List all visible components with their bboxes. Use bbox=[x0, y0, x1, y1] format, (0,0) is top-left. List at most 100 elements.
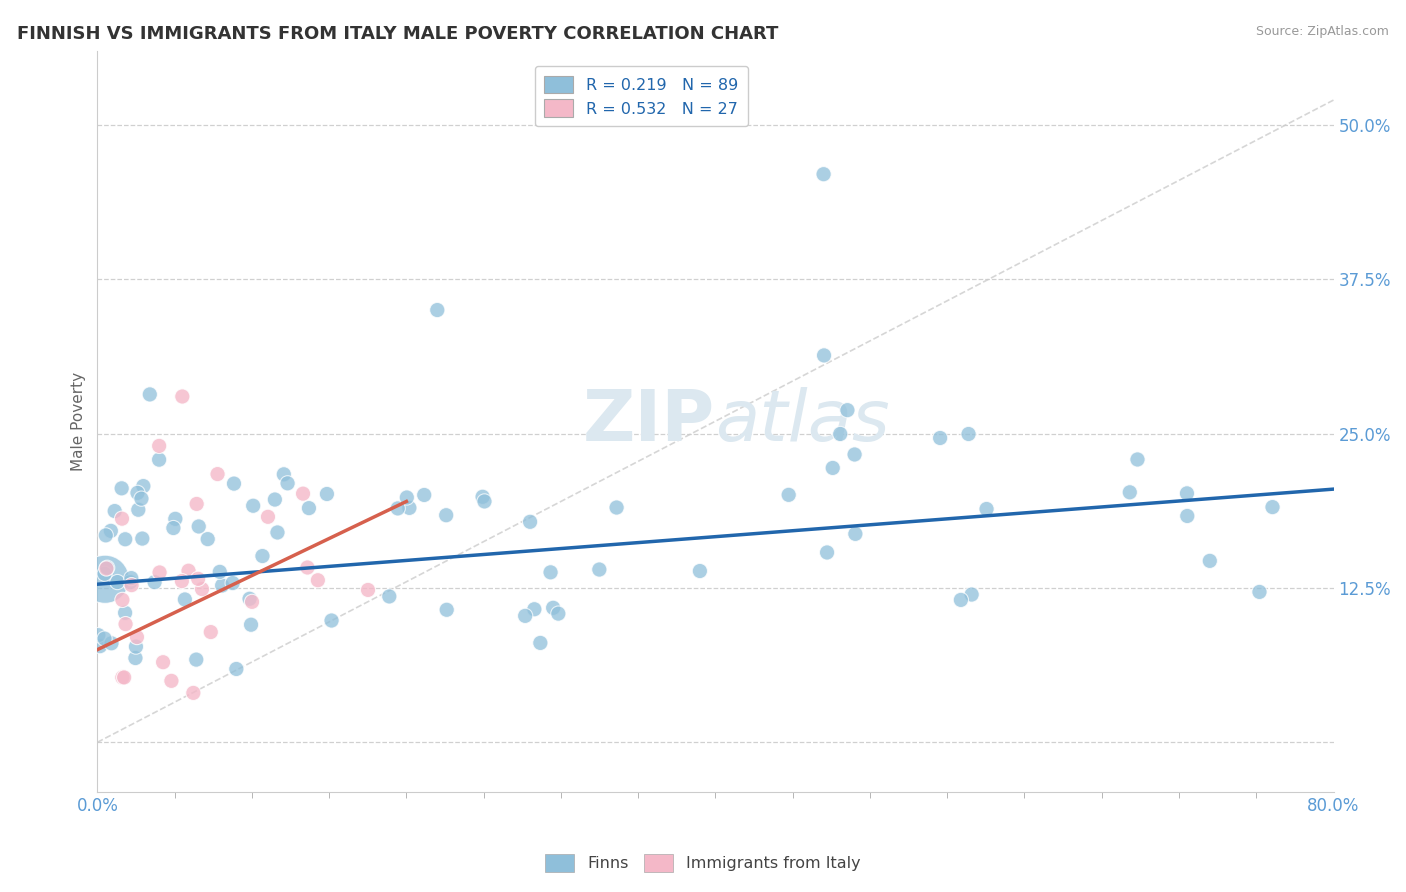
Point bbox=[957, 427, 980, 442]
Point bbox=[186, 652, 208, 666]
Point bbox=[121, 578, 143, 592]
Point bbox=[1175, 486, 1198, 500]
Point bbox=[378, 590, 401, 604]
Point bbox=[87, 628, 110, 642]
Point bbox=[541, 600, 564, 615]
Point bbox=[316, 487, 339, 501]
Point bbox=[606, 500, 628, 515]
Point bbox=[929, 431, 952, 445]
Point bbox=[148, 452, 170, 467]
Point bbox=[529, 636, 551, 650]
Y-axis label: Male Poverty: Male Poverty bbox=[72, 372, 86, 471]
Point bbox=[114, 606, 136, 620]
Point bbox=[1261, 500, 1284, 514]
Point bbox=[523, 602, 546, 616]
Point bbox=[844, 527, 866, 541]
Point bbox=[588, 562, 610, 576]
Point bbox=[183, 686, 205, 700]
Point bbox=[266, 525, 288, 540]
Point bbox=[127, 502, 149, 516]
Point bbox=[976, 502, 998, 516]
Point bbox=[813, 348, 835, 362]
Point bbox=[104, 504, 127, 518]
Point bbox=[519, 515, 541, 529]
Point bbox=[471, 490, 494, 504]
Point bbox=[207, 467, 229, 481]
Point bbox=[1119, 485, 1142, 500]
Point bbox=[120, 571, 142, 585]
Point bbox=[112, 670, 135, 684]
Point bbox=[191, 582, 214, 596]
Point bbox=[114, 533, 136, 547]
Point bbox=[547, 607, 569, 621]
Point bbox=[120, 575, 142, 590]
Point bbox=[94, 528, 117, 542]
Point bbox=[160, 673, 183, 688]
Point bbox=[148, 439, 170, 453]
Text: atlas: atlas bbox=[716, 387, 890, 456]
Text: FINNISH VS IMMIGRANTS FROM ITALY MALE POVERTY CORRELATION CHART: FINNISH VS IMMIGRANTS FROM ITALY MALE PO… bbox=[17, 25, 779, 43]
Point bbox=[162, 521, 184, 535]
Point bbox=[186, 497, 208, 511]
Point bbox=[277, 476, 299, 491]
Point bbox=[96, 561, 118, 575]
Text: Source: ZipAtlas.com: Source: ZipAtlas.com bbox=[1256, 25, 1389, 38]
Point bbox=[257, 509, 280, 524]
Point bbox=[815, 545, 838, 559]
Point bbox=[100, 636, 122, 650]
Point bbox=[111, 511, 134, 525]
Point bbox=[395, 491, 418, 505]
Point bbox=[131, 532, 153, 546]
Point bbox=[100, 524, 122, 538]
Point bbox=[125, 640, 148, 654]
Point bbox=[298, 501, 321, 516]
Point bbox=[152, 655, 174, 669]
Point bbox=[131, 491, 153, 506]
Point bbox=[143, 575, 166, 590]
Legend: Finns, Immigrants from Italy: Finns, Immigrants from Italy bbox=[538, 848, 868, 878]
Point bbox=[96, 561, 118, 575]
Point bbox=[200, 625, 222, 640]
Point bbox=[139, 387, 162, 401]
Point bbox=[844, 448, 866, 462]
Point bbox=[830, 427, 852, 442]
Point bbox=[240, 595, 263, 609]
Point bbox=[187, 572, 209, 586]
Point bbox=[165, 512, 187, 526]
Point bbox=[125, 630, 148, 644]
Point bbox=[177, 564, 200, 578]
Point bbox=[413, 488, 436, 502]
Point bbox=[93, 566, 115, 581]
Point bbox=[515, 608, 537, 623]
Point bbox=[540, 566, 562, 580]
Point bbox=[1175, 508, 1198, 523]
Point bbox=[297, 560, 319, 574]
Point bbox=[426, 303, 449, 318]
Point bbox=[221, 576, 243, 591]
Point bbox=[172, 389, 194, 403]
Point bbox=[149, 566, 172, 580]
Point bbox=[222, 476, 245, 491]
Point bbox=[949, 593, 972, 607]
Point bbox=[197, 532, 219, 546]
Point bbox=[173, 592, 195, 607]
Point bbox=[240, 617, 263, 632]
Point bbox=[292, 486, 315, 500]
Point bbox=[93, 632, 115, 646]
Point bbox=[837, 403, 859, 417]
Point bbox=[211, 578, 233, 592]
Point bbox=[1249, 585, 1271, 599]
Point bbox=[357, 582, 380, 597]
Point bbox=[398, 500, 420, 515]
Point bbox=[252, 549, 274, 563]
Point bbox=[170, 574, 193, 588]
Point bbox=[111, 481, 134, 495]
Point bbox=[105, 575, 128, 590]
Point bbox=[689, 564, 711, 578]
Point bbox=[778, 488, 800, 502]
Point bbox=[307, 573, 329, 587]
Point bbox=[127, 486, 149, 500]
Point bbox=[1126, 452, 1149, 467]
Point bbox=[208, 565, 231, 579]
Point bbox=[321, 614, 343, 628]
